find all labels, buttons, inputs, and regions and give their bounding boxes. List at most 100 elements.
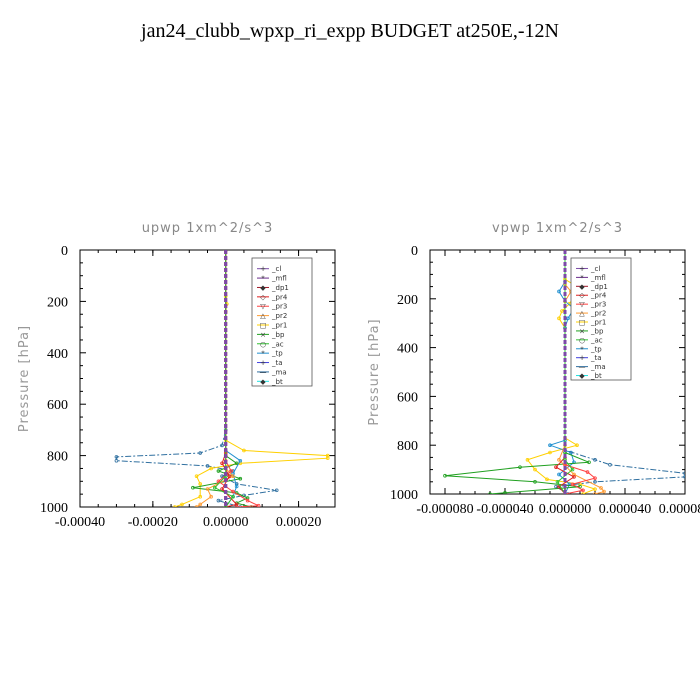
plot-2: vpwp 1xm^2/s^3 Pressure [hPa] 0 200 400 600 80…: [367, 221, 700, 517]
y-tick-label: 200: [397, 293, 418, 308]
series-point: [274, 488, 279, 493]
legend-label: _mfl: [271, 275, 287, 283]
plot-1: upwp 1xm^2/s^3 Pressure [hPa] 0 200 400 600 80…: [17, 221, 336, 530]
series-line-bp: [444, 250, 590, 494]
series-point: [234, 502, 239, 507]
y-tick-label: 800: [397, 439, 418, 454]
series-line-bp: [192, 250, 252, 507]
series-point: [557, 289, 561, 294]
series-point: [683, 475, 685, 479]
series-line-ma: [115, 250, 277, 507]
series-point: [245, 498, 250, 503]
series-point: [220, 443, 224, 448]
series-point: [256, 503, 261, 507]
series-point: [191, 485, 195, 490]
legend-marker: □: [260, 322, 267, 330]
legend-marker: *: [580, 345, 584, 353]
series-point: [545, 477, 549, 482]
series-point: [593, 487, 597, 491]
legend-label: _pr2: [271, 312, 287, 320]
y-axis-label: Pressure [hPa]: [367, 318, 382, 425]
legend-marker: △: [579, 310, 585, 318]
legend-marker: ▽: [260, 303, 266, 311]
series-point: [593, 479, 597, 484]
series-point: [488, 492, 492, 494]
series-point: [575, 443, 579, 448]
series-point: [683, 471, 685, 476]
series-point: [198, 482, 203, 486]
series-point: [503, 490, 507, 494]
legend-label: _ta: [590, 354, 602, 362]
series-point: [205, 464, 210, 468]
legend-label: _bp: [271, 331, 285, 339]
legend-marker: *: [261, 275, 265, 283]
series-point: [220, 487, 224, 491]
legend-marker: ○: [260, 340, 266, 348]
legend-marker: ◇: [260, 293, 266, 301]
legend-marker: ◆: [579, 372, 585, 380]
figure-title: jan24_clubb_wpxp_ri_expp BUDGET at250E,-…: [141, 20, 559, 42]
series-point: [555, 479, 560, 484]
series-point: [231, 474, 235, 478]
y-tick-label: 0: [411, 244, 418, 259]
legend-label: _pr1: [590, 319, 606, 327]
legend-label: _cl: [590, 265, 600, 273]
legend-label: _cl: [271, 265, 281, 273]
series-point: [533, 479, 537, 484]
legend-marker: +: [579, 265, 585, 273]
series-point: [581, 488, 585, 493]
x-tick-label: -0.000080: [416, 502, 473, 517]
plot-title: vpwp 1xm^2/s^3: [492, 221, 623, 236]
series-point: [593, 458, 597, 462]
series-point: [557, 472, 561, 477]
series-point: [238, 476, 243, 481]
legend-label: _pr3: [271, 303, 287, 311]
legend-box: [570, 257, 632, 381]
legend-label: _pr4: [271, 293, 288, 301]
series-point: [554, 484, 558, 489]
legend-marker: ◇: [579, 292, 585, 300]
y-tick-label: 600: [397, 390, 418, 405]
y-tick-label: 400: [397, 342, 418, 357]
legend-marker: ◆: [579, 283, 585, 291]
series-point: [229, 469, 233, 473]
legend-marker: +: [260, 359, 266, 367]
y-tick-label: 0: [61, 244, 68, 259]
legend-marker: ▽: [579, 301, 585, 309]
x-tick-label: -0.000040: [476, 502, 533, 517]
series-point: [220, 461, 224, 466]
series-point: [209, 466, 213, 471]
x-tick-label: 0.000000: [539, 502, 592, 517]
series-point: [572, 475, 576, 479]
series-point: [593, 492, 597, 494]
series-point: [566, 316, 570, 321]
legend-label: _pr4: [590, 292, 607, 300]
y-tick-label: 400: [47, 347, 68, 362]
y-tick-label: 1000: [390, 488, 418, 503]
x-tick-label: 0.000080: [659, 502, 700, 517]
series-point: [533, 467, 537, 472]
legend-marker: ○: [579, 336, 585, 344]
series-point: [548, 450, 552, 455]
legend-label: _bp: [590, 327, 604, 335]
x-tick-label: 0.00000: [203, 515, 249, 530]
series-point: [608, 462, 612, 467]
series-point: [216, 498, 221, 503]
series-point: [231, 494, 235, 499]
legend-marker: ◆: [260, 378, 266, 386]
series-point: [238, 505, 243, 507]
legend-label: _tp: [590, 345, 602, 353]
series-point: [557, 316, 561, 321]
legend-label: _dp1: [590, 283, 608, 291]
series-point: [194, 505, 199, 507]
series-point: [194, 474, 199, 478]
x-tick-label: -0.00020: [128, 515, 178, 530]
series-point: [198, 502, 203, 507]
series-point: [212, 485, 217, 490]
series-point: [198, 451, 203, 455]
legend-label: _dp1: [271, 284, 289, 292]
y-tick-label: 1000: [40, 501, 68, 516]
legend-label: _ac: [271, 340, 284, 348]
series-point: [114, 458, 119, 463]
legend-label: _pr2: [590, 310, 606, 318]
